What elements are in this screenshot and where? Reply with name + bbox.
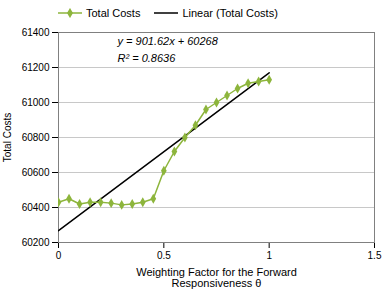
svg-text:R² = 0.8636: R² = 0.8636	[117, 52, 176, 64]
svg-text:Weighting Factor for the Forwa: Weighting Factor for the ForwardResponsi…	[136, 266, 297, 289]
svg-text:y = 901.62x + 60268: y = 901.62x + 60268	[116, 35, 218, 47]
svg-text:61400: 61400	[22, 27, 50, 38]
svg-text:61200: 61200	[22, 62, 50, 73]
svg-text:60400: 60400	[22, 202, 50, 213]
svg-text:1: 1	[266, 250, 272, 261]
svg-text:60200: 60200	[22, 237, 50, 248]
svg-text:0.5: 0.5	[157, 250, 171, 261]
svg-text:1.5: 1.5	[368, 250, 382, 261]
svg-text:61000: 61000	[22, 97, 50, 108]
html-text:Total Costs: Total Costs	[86, 7, 141, 19]
svg-text:Total Costs: Total Costs	[2, 113, 13, 162]
svg-text:60800: 60800	[22, 132, 50, 143]
svg-text:60600: 60600	[22, 167, 50, 178]
svg-text:0: 0	[56, 250, 62, 261]
html-text:Linear (Total Costs): Linear (Total Costs)	[182, 7, 278, 19]
